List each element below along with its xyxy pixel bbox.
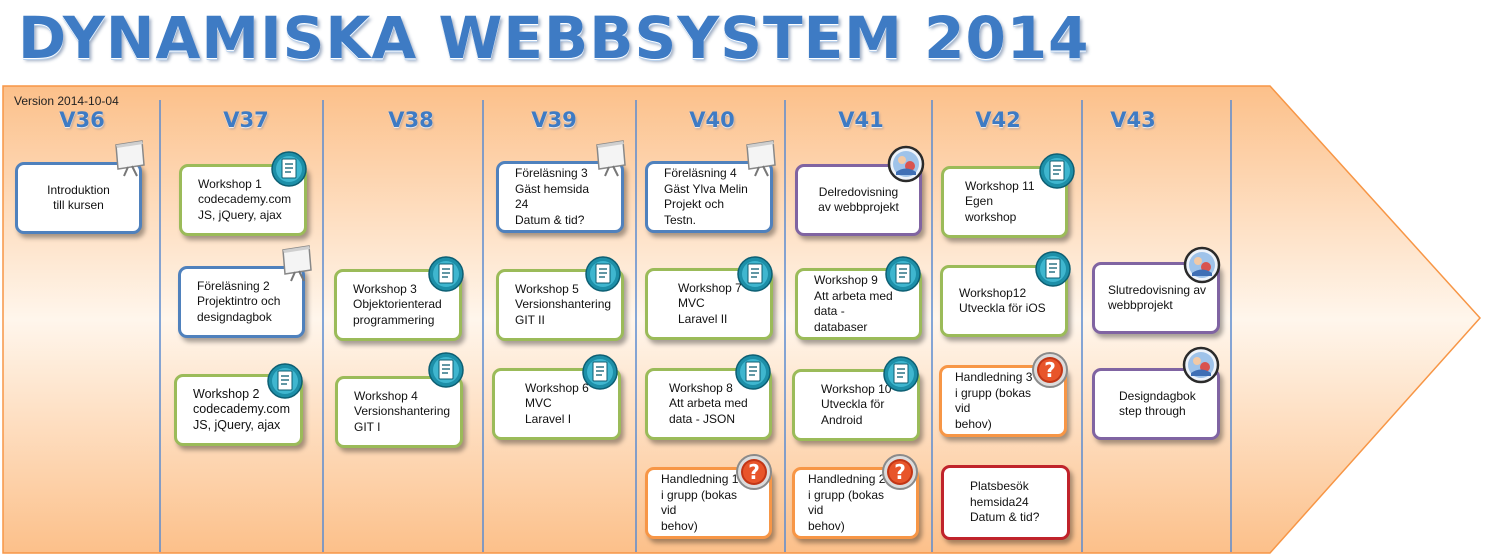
svg-text:?: ? — [894, 460, 906, 484]
week-label-v36: V36 — [59, 108, 105, 132]
document-icon — [737, 256, 773, 292]
presenter-icon — [1183, 246, 1221, 284]
card-text: Delredovisning av webbprojekt — [818, 184, 899, 215]
week-dividers — [159, 100, 1232, 552]
document-icon — [1035, 251, 1071, 287]
week-label-v41: V41 — [838, 108, 884, 132]
presentation-board-icon — [596, 140, 626, 177]
card-text: Workshop12 Utveckla för iOS — [959, 285, 1046, 316]
card-text: Workshop 9 Att arbeta med data - databas… — [814, 273, 893, 334]
card-text: Workshop 6 MVC Laravel I — [525, 380, 589, 426]
card-text: Introduktion till kursen — [47, 182, 110, 213]
document-icon — [267, 363, 303, 399]
card-workshop-4: Workshop 4 Versionshantering GIT I — [335, 376, 463, 448]
document-icon — [885, 256, 921, 292]
card-help-1: Handledning 1 i grupp (bokas vid behov) — [645, 467, 772, 539]
card-text: Handledning 2 i grupp (bokas vid behov) — [808, 472, 886, 533]
card-workshop-1: Workshop 1 codecademy.com JS, jQuery, aj… — [179, 164, 307, 236]
presentation-board-icon — [282, 245, 312, 282]
presenter-icon — [1182, 346, 1220, 384]
question-mark-icon: ? — [1032, 352, 1068, 388]
presentation-board-icon — [115, 140, 145, 177]
card-text: Workshop 2 codecademy.com JS, jQuery, aj… — [193, 386, 291, 432]
week-label-v39: V39 — [531, 108, 577, 132]
question-mark-icon: ? — [882, 454, 918, 490]
card-text: Workshop 8 Att arbeta med data - JSON — [669, 380, 748, 426]
document-icon — [271, 151, 307, 187]
document-icon — [1039, 153, 1075, 189]
card-text: Workshop 5 Versionshantering GIT II — [515, 281, 612, 327]
card-lecture-2: Föreläsning 2 Projektintro och designdag… — [178, 266, 305, 338]
card-text: Handledning 3 i grupp (bokas vid behov) — [955, 370, 1033, 431]
card-text: Workshop 11 Egen workshop — [965, 178, 1035, 224]
document-icon — [883, 356, 919, 392]
version-label: Version 2014-10-04 — [14, 94, 119, 108]
page-title: DYNAMISKA WEBBSYSTEM 2014 — [18, 4, 1090, 72]
card-text: Föreläsning 3 Gäst hemsida 24 Datum & ti… — [515, 166, 590, 227]
presenter-icon — [887, 145, 925, 183]
document-icon — [585, 256, 621, 292]
card-help-2: Handledning 2 i grupp (bokas vid behov) — [792, 467, 919, 539]
card-workshop-7: Workshop 7 MVC Laravel II — [645, 268, 773, 340]
card-text: Platsbesök hemsida24 Datum & tid? — [970, 479, 1040, 525]
svg-text:?: ? — [748, 460, 760, 484]
card-text: Föreläsning 2 Projektintro och designdag… — [197, 278, 281, 324]
week-label-v37: V37 — [223, 108, 269, 132]
document-icon — [582, 354, 618, 390]
week-label-v38: V38 — [388, 108, 434, 132]
document-icon — [735, 354, 771, 390]
presentation-board-icon — [746, 140, 776, 177]
card-site-visit: Platsbesök hemsida24 Datum & tid? — [941, 465, 1070, 540]
document-icon — [428, 256, 464, 292]
week-label-v40: V40 — [689, 108, 735, 132]
svg-text:?: ? — [1044, 358, 1056, 382]
card-help-3: Handledning 3 i grupp (bokas vid behov) — [939, 365, 1067, 437]
week-label-v42: V42 — [975, 108, 1021, 132]
card-text: Slutredovisning av webbprojekt — [1108, 282, 1207, 313]
document-icon — [428, 352, 464, 388]
card-lecture-3: Föreläsning 3 Gäst hemsida 24 Datum & ti… — [496, 161, 624, 233]
week-label-v43: V43 — [1110, 108, 1156, 132]
card-introduction: Introduktion till kursen — [15, 162, 142, 234]
card-text: Handledning 1 i grupp (bokas vid behov) — [661, 472, 739, 533]
card-designdagbok: Designdagbok step through — [1092, 368, 1220, 440]
card-text: Workshop 3 Objektorienterad programmerin… — [353, 281, 442, 327]
question-mark-icon: ? — [736, 454, 772, 490]
card-text: Workshop 7 MVC Laravel II — [678, 280, 742, 326]
card-text: Workshop 1 codecademy.com JS, jQuery, aj… — [198, 176, 292, 222]
card-text: Designdagbok step through — [1119, 388, 1196, 419]
card-text: Föreläsning 4 Gäst Ylva Melin Projekt oc… — [664, 166, 748, 227]
card-lecture-4: Föreläsning 4 Gäst Ylva Melin Projekt oc… — [645, 161, 773, 233]
card-text: Workshop 4 Versionshantering GIT I — [354, 388, 451, 434]
